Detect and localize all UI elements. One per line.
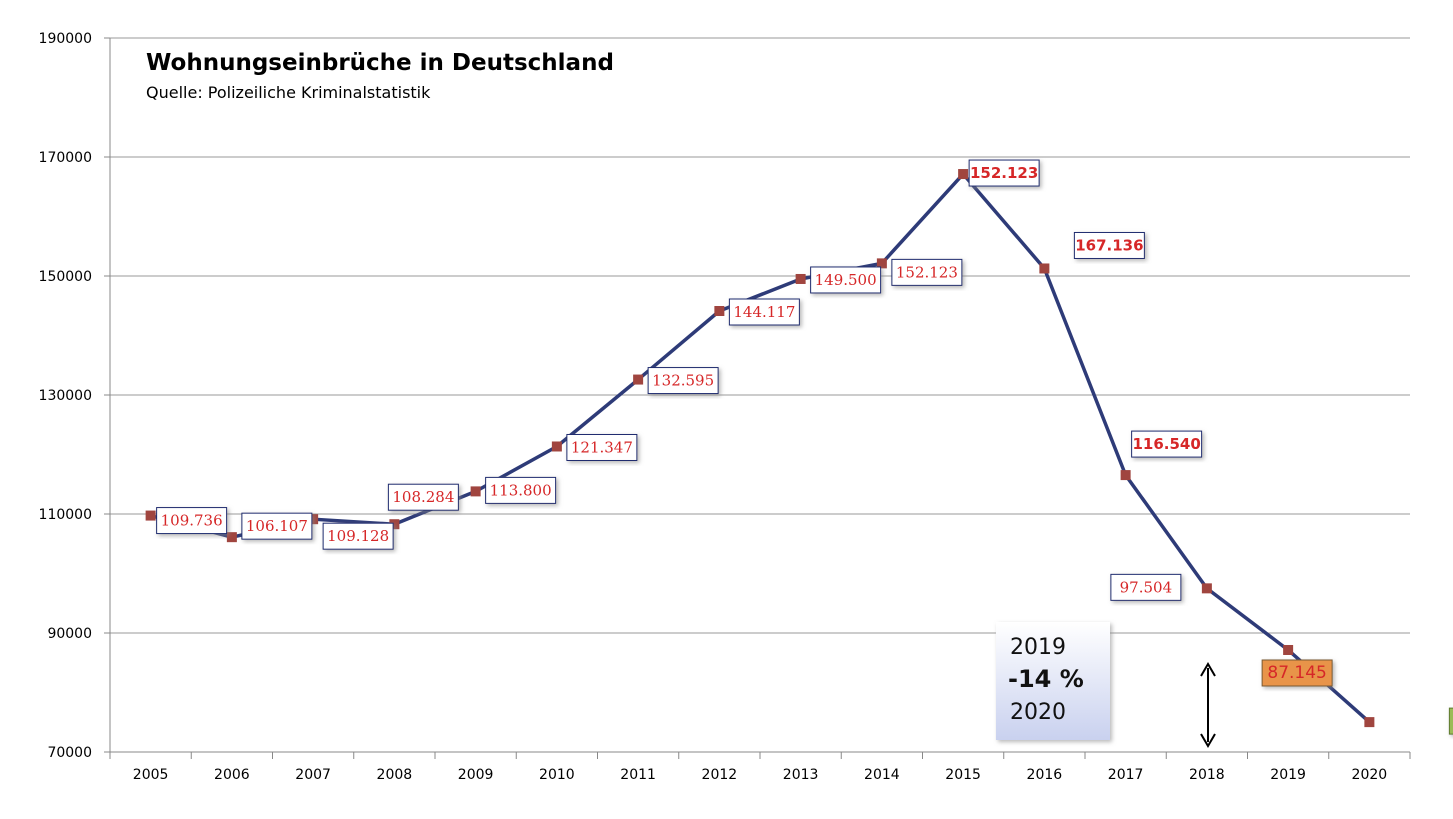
data-point (308, 514, 319, 525)
data-label-box (810, 266, 882, 294)
data-label: 109.128 (327, 527, 389, 545)
data-label-box (647, 367, 719, 395)
x-tick-label: 2020 (1352, 767, 1388, 783)
data-point (226, 532, 237, 543)
x-axis: 2005 2006 2007 2008 2009 2010 2011 2012 2013 2014… (109, 752, 1411, 783)
data-label: 108.284 (392, 488, 454, 506)
data-label-box (728, 298, 800, 326)
data-label: 109.736 (161, 512, 223, 530)
callout-percent: -14 % (1008, 665, 1084, 693)
x-tick-label: 2016 (1027, 767, 1063, 783)
series-markers (145, 169, 1375, 728)
data-point (470, 486, 481, 497)
data-label: 121.347 (571, 438, 633, 456)
data-point (145, 510, 156, 521)
data-label: 132.595 (652, 372, 714, 390)
y-tick-label: 90000 (47, 626, 92, 642)
data-label-box (1261, 659, 1333, 687)
data-point (1120, 470, 1131, 481)
y-tick-label: 70000 (47, 745, 92, 761)
series-line-path (150, 172, 1371, 724)
data-point (795, 273, 806, 284)
x-tick-label: 2012 (702, 767, 738, 783)
data-label-box (241, 512, 313, 540)
data-label-box (1110, 573, 1182, 601)
callout-box (996, 622, 1110, 740)
data-point (714, 306, 725, 317)
y-axis: 70000 90000 110000 130000 150000 170000 190000 (39, 31, 111, 761)
data-point (633, 374, 644, 385)
data-point (958, 169, 969, 180)
x-tick-label: 2009 (458, 767, 494, 783)
y-tick-label: 110000 (39, 507, 92, 523)
double-arrow-icon (1200, 662, 1216, 748)
data-point (1283, 644, 1294, 655)
data-label-box (891, 258, 963, 286)
data-label: 144.117 (733, 303, 795, 321)
x-tick-label: 2018 (1189, 767, 1225, 783)
x-tick-label: 2010 (539, 767, 575, 783)
y-tick-label: 130000 (39, 388, 92, 404)
data-label-box (968, 159, 1040, 187)
x-tick-label: 2013 (783, 767, 819, 783)
data-label: 167.136 (1075, 236, 1143, 254)
x-tick-label: 2019 (1270, 767, 1306, 783)
data-label: 106.107 (246, 517, 308, 535)
callout-year-from: 2019 (1010, 635, 1066, 660)
data-label-box (1448, 707, 1453, 735)
data-point (1201, 583, 1212, 594)
data-label-box (322, 522, 394, 550)
grid-lines (110, 37, 1410, 753)
y-tick-label: 190000 (39, 31, 92, 47)
data-label: 113.800 (490, 481, 552, 499)
data-point (1039, 263, 1050, 274)
data-label: 152.123 (970, 164, 1038, 182)
data-label-box (485, 476, 557, 504)
data-label: 87.145 (1267, 663, 1326, 683)
data-label: 116.540 (1132, 435, 1200, 453)
data-label-box (1131, 430, 1203, 458)
data-label: 152.123 (896, 263, 958, 281)
x-tick-label: 2015 (945, 767, 981, 783)
data-label-box (156, 507, 228, 535)
data-label-box (387, 483, 459, 511)
x-tick-label: 2007 (295, 767, 331, 783)
data-point (389, 519, 400, 530)
x-tick-label: 2014 (864, 767, 900, 783)
x-tick-label: 2005 (133, 767, 169, 783)
y-tick-label: 170000 (39, 150, 92, 166)
data-point (1364, 717, 1375, 728)
x-tick-label: 2006 (214, 767, 250, 783)
x-tick-label: 2011 (620, 767, 656, 783)
chart-title: Wohnungseinbrüche in Deutschland (146, 50, 614, 76)
x-tick-label: 2017 (1108, 767, 1144, 783)
x-tick-label: 2008 (377, 767, 413, 783)
callout-year-to: 2020 (1010, 700, 1066, 725)
y-tick-label: 150000 (39, 269, 92, 285)
chart-subtitle: Quelle: Polizeiliche Kriminalstatistik (146, 83, 431, 102)
data-label: 97.504 (1120, 578, 1173, 596)
data-label: 149.500 (815, 271, 877, 289)
data-label-box (1073, 231, 1145, 259)
data-point (876, 258, 887, 269)
change-callout: 2019 -14 % 2020 (996, 622, 1110, 740)
series-line (150, 172, 1371, 724)
data-label-box (566, 433, 638, 461)
data-labels: 109.736 106.107 109.128 108.284 113.800 121.3… (156, 159, 1453, 735)
data-point (551, 441, 562, 452)
